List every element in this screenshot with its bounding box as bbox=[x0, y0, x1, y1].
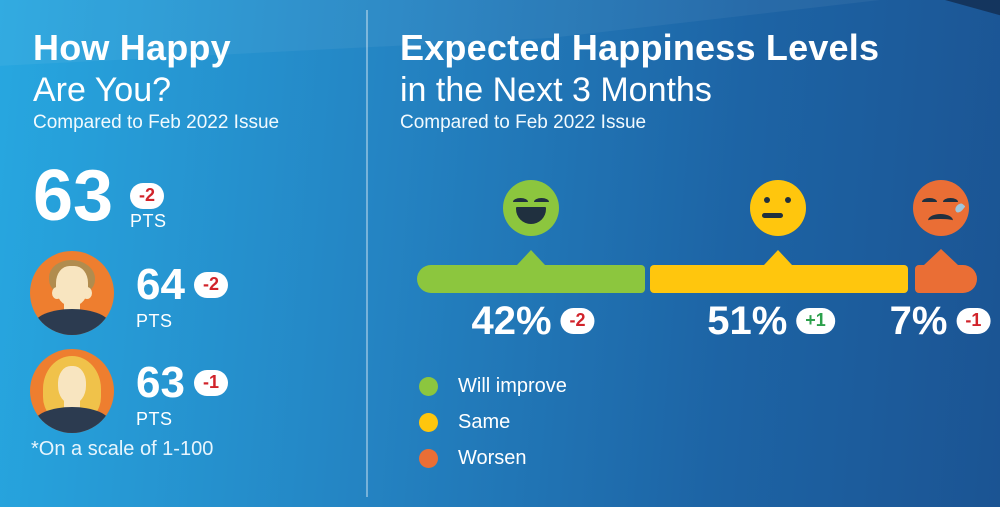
right-title: Expected Happiness Levels in the Next 3 … bbox=[400, 26, 879, 111]
legend-dot-orange bbox=[419, 449, 438, 468]
male-score-group: 64 -2 PTS bbox=[136, 263, 228, 332]
legend-dot-yellow bbox=[419, 413, 438, 432]
pointer-worsen bbox=[924, 249, 958, 265]
bar-segment-same bbox=[650, 265, 908, 293]
left-title-bold: How Happy bbox=[33, 27, 231, 68]
male-score: 64 bbox=[136, 260, 185, 309]
overall-score: 63 bbox=[33, 156, 114, 236]
legend-label-worsen: Worsen bbox=[458, 447, 527, 469]
male-avatar-face bbox=[56, 266, 88, 306]
label-same: 51% +1 bbox=[707, 301, 835, 341]
sad-face-icon bbox=[913, 180, 969, 236]
bar-segment-worsen bbox=[915, 265, 977, 293]
left-subtitle: Compared to Feb 2022 Issue bbox=[33, 112, 280, 133]
overall-score-aux: -2 PTS bbox=[130, 183, 167, 232]
female-avatar-face bbox=[58, 366, 86, 404]
female-avatar bbox=[30, 349, 114, 433]
neutral-face-icon bbox=[750, 180, 806, 236]
female-score-unit: PTS bbox=[136, 409, 173, 429]
happy-face-icon bbox=[503, 180, 559, 236]
right-title-bold: Expected Happiness Levels bbox=[400, 27, 880, 68]
legend-label-same: Same bbox=[458, 411, 511, 433]
change-badge-same: +1 bbox=[796, 308, 835, 334]
legend-item-same: Same bbox=[419, 411, 567, 434]
left-title: How Happy Are You? bbox=[33, 26, 231, 111]
legend: Will improve Same Worsen bbox=[419, 375, 567, 470]
change-badge-will-improve: -2 bbox=[560, 308, 595, 334]
change-badge-worsen: -1 bbox=[956, 308, 991, 334]
female-avatar-shirt bbox=[34, 407, 110, 433]
legend-dot-green bbox=[419, 377, 438, 396]
pointer-same bbox=[764, 250, 792, 265]
percent-will-improve: 42% bbox=[471, 299, 552, 343]
overall-score-unit: PTS bbox=[130, 210, 167, 231]
percent-worsen: 7% bbox=[889, 299, 948, 343]
female-score-group: 63 -1 PTS bbox=[136, 361, 228, 430]
legend-item-will-improve: Will improve bbox=[419, 375, 567, 398]
right-title-light: in the Next 3 Months bbox=[400, 70, 712, 109]
female-change-badge: -1 bbox=[193, 370, 228, 396]
pointer-will-improve bbox=[517, 250, 545, 265]
overall-change-badge: -2 bbox=[130, 183, 165, 209]
label-will-improve: 42% -2 bbox=[471, 299, 595, 343]
right-subtitle: Compared to Feb 2022 Issue bbox=[400, 112, 647, 133]
label-worsen: 7% -1 bbox=[890, 301, 991, 341]
percent-same: 51% bbox=[707, 299, 788, 343]
legend-label-will-improve: Will improve bbox=[458, 375, 567, 397]
male-avatar-shirt bbox=[34, 309, 110, 335]
male-change-badge: -2 bbox=[193, 272, 228, 298]
male-score-unit: PTS bbox=[136, 311, 173, 331]
scale-footnote: *On a scale of 1-100 bbox=[31, 438, 214, 460]
bar-segment-will-improve bbox=[417, 265, 645, 293]
panel-divider bbox=[366, 10, 368, 497]
left-title-light: Are You? bbox=[33, 70, 172, 109]
female-score: 63 bbox=[136, 358, 185, 407]
male-avatar bbox=[30, 251, 114, 335]
legend-item-worsen: Worsen bbox=[419, 447, 567, 470]
